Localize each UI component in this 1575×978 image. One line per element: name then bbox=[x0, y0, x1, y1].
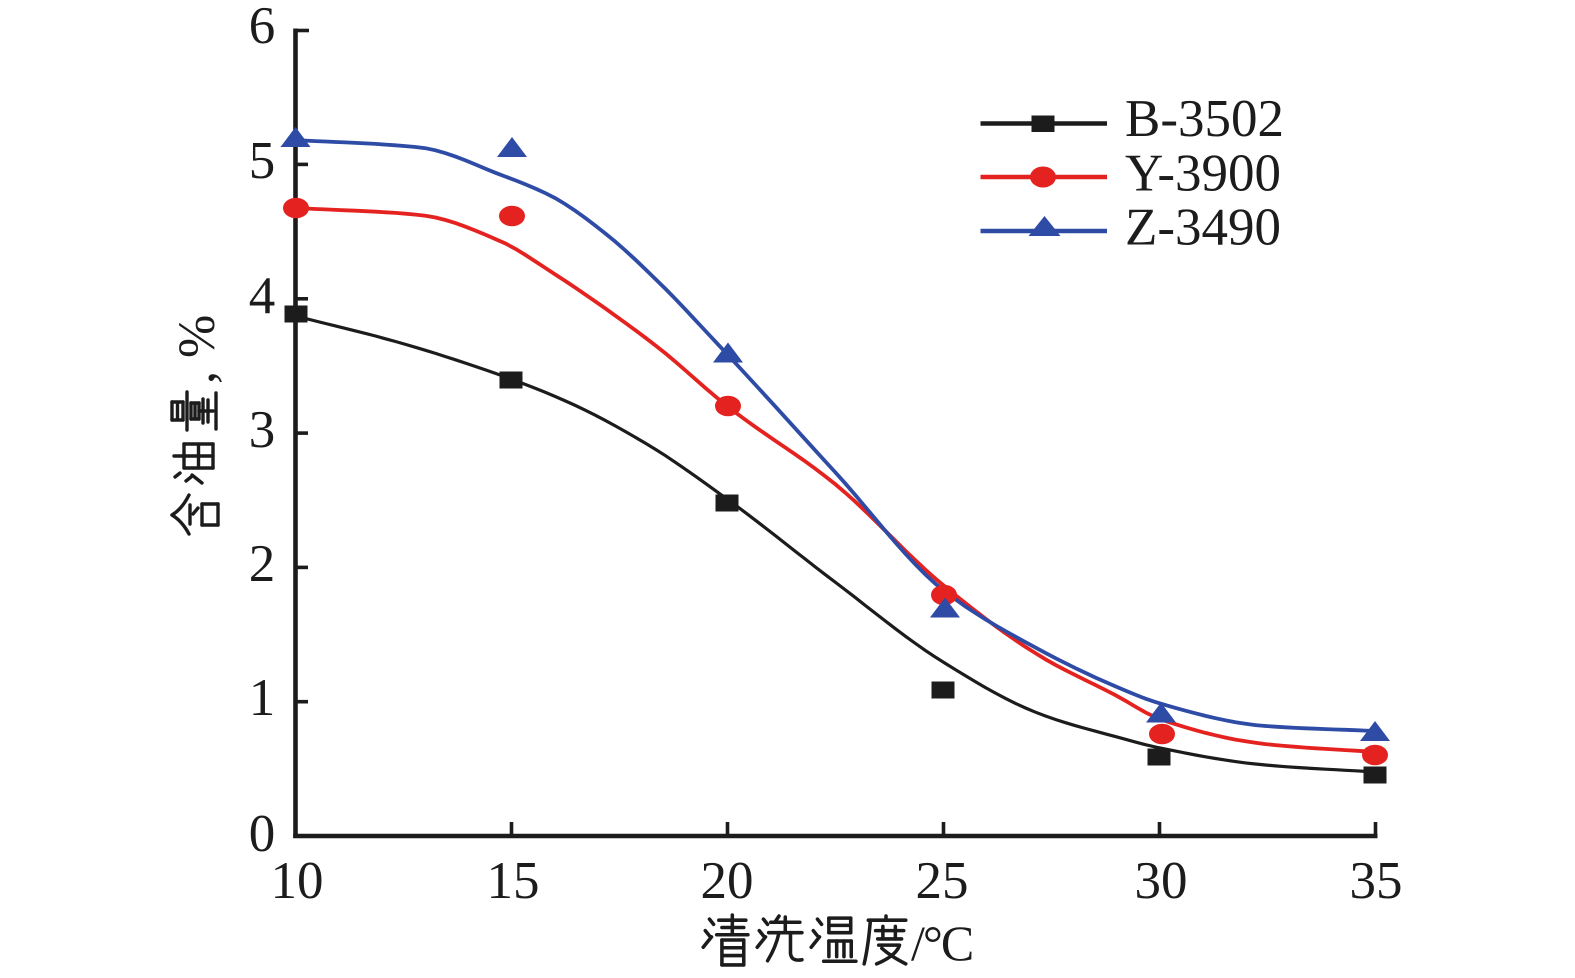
svg-text:0: 0 bbox=[249, 805, 276, 863]
svg-text:15: 15 bbox=[487, 852, 540, 910]
svg-text:2: 2 bbox=[249, 535, 276, 593]
svg-text:20: 20 bbox=[701, 852, 754, 910]
svg-text:5: 5 bbox=[249, 132, 276, 190]
svg-text:4: 4 bbox=[249, 267, 276, 325]
svg-text:, %: , % bbox=[169, 315, 226, 384]
svg-text:1: 1 bbox=[249, 669, 276, 727]
svg-text:35: 35 bbox=[1350, 852, 1403, 910]
svg-text:Z-3490: Z-3490 bbox=[1125, 199, 1281, 257]
svg-text:3: 3 bbox=[249, 401, 276, 459]
svg-text:25: 25 bbox=[916, 852, 969, 910]
svg-text:B-3502: B-3502 bbox=[1125, 90, 1284, 148]
svg-text:Y-3900: Y-3900 bbox=[1125, 145, 1281, 203]
svg-text:/°C: /°C bbox=[911, 915, 972, 971]
svg-text:6: 6 bbox=[249, 0, 276, 55]
svg-text:10: 10 bbox=[271, 852, 324, 910]
svg-text:30: 30 bbox=[1135, 852, 1188, 910]
